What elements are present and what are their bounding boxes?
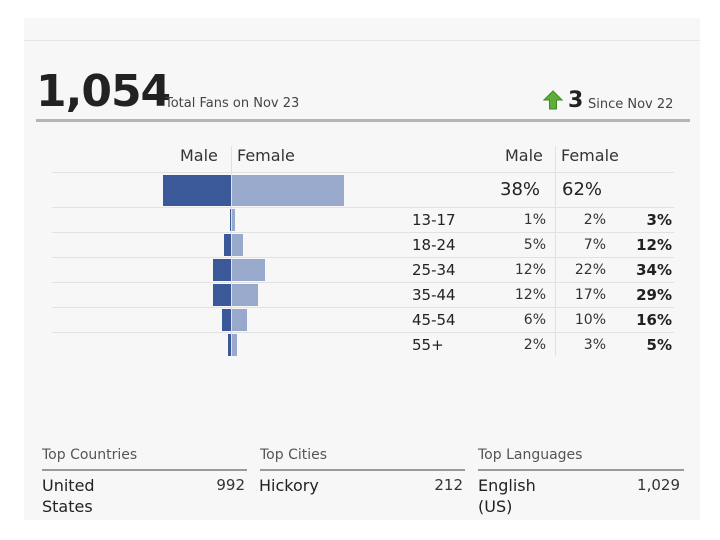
age-female-bar [232,334,237,356]
age-female-percent: 3% [583,337,606,353]
top-language-name: English (US) [478,476,536,516]
age-female-percent: 2% [583,212,606,228]
table-female-header: Female [561,146,619,165]
age-female-bar [232,284,258,306]
age-male-bar [213,259,231,281]
top-city-value: 212 [434,476,463,494]
total-fans-count: 1,054 [36,66,171,117]
age-male-percent: 2% [523,337,546,353]
age-male-percent: 12% [514,287,546,303]
age-group-label: 18-24 [412,236,456,254]
top-countries-divider [42,469,247,471]
age-female-bar [232,259,265,281]
row-divider [52,257,674,258]
age-total-percent: 12% [636,236,672,254]
age-male-percent: 12% [514,262,546,278]
up-arrow-icon [543,90,563,110]
age-male-percent: 5% [523,237,546,253]
row-divider [52,282,674,283]
age-female-bar [232,309,247,331]
age-female-bar [232,234,243,256]
age-group-label: 13-17 [412,211,456,229]
table-column-divider [555,146,556,356]
age-group-label: 55+ [412,336,444,354]
chart-male-header: Male [180,146,218,165]
chart-center-divider [231,146,232,356]
gender-female-bar [232,175,344,206]
age-male-percent: 6% [523,312,546,328]
age-male-bar [228,334,231,356]
top-city-name: Hickory [259,476,319,495]
age-female-percent: 22% [574,262,606,278]
top-country-name: United States [42,476,95,516]
row-divider [52,172,674,173]
header-divider [36,119,690,122]
age-female-percent: 7% [583,237,606,253]
fans-change-label: Since Nov 22 [588,97,674,112]
top-country-value: 992 [216,476,245,494]
age-total-percent: 5% [646,336,672,354]
age-female-percent: 10% [574,312,606,328]
age-total-percent: 3% [646,211,672,229]
row-divider [52,232,674,233]
top-languages-divider [478,469,684,471]
row-divider [52,332,674,333]
top-languages-title: Top Languages [478,447,583,463]
chart-female-header: Female [237,146,295,165]
gender-male-bar [162,175,231,206]
top-language-value: 1,029 [637,476,680,494]
fans-change-count: 3 [568,88,584,113]
panel-top-border [24,40,700,41]
table-male-header: Male [505,146,543,165]
age-group-label: 25-34 [412,261,456,279]
age-male-bar [222,309,231,331]
age-group-label: 45-54 [412,311,456,329]
gender-male-percent: 38% [500,179,541,200]
age-female-percent: 17% [574,287,606,303]
age-total-percent: 29% [636,286,672,304]
row-divider [52,307,674,308]
row-divider [52,207,674,208]
age-female-bar [232,209,235,231]
demographics-panel [24,18,700,520]
top-cities-divider [260,469,465,471]
age-male-bar [229,209,231,231]
top-countries-title: Top Countries [42,447,138,463]
age-total-percent: 16% [636,311,672,329]
age-male-bar [213,284,231,306]
total-fans-label: Total Fans on Nov 23 [165,96,300,111]
age-total-percent: 34% [636,261,672,279]
gender-female-percent: 62% [562,179,603,200]
top-cities-title: Top Cities [260,447,328,463]
age-male-percent: 1% [523,212,546,228]
age-male-bar [223,234,231,256]
age-group-label: 35-44 [412,286,456,304]
